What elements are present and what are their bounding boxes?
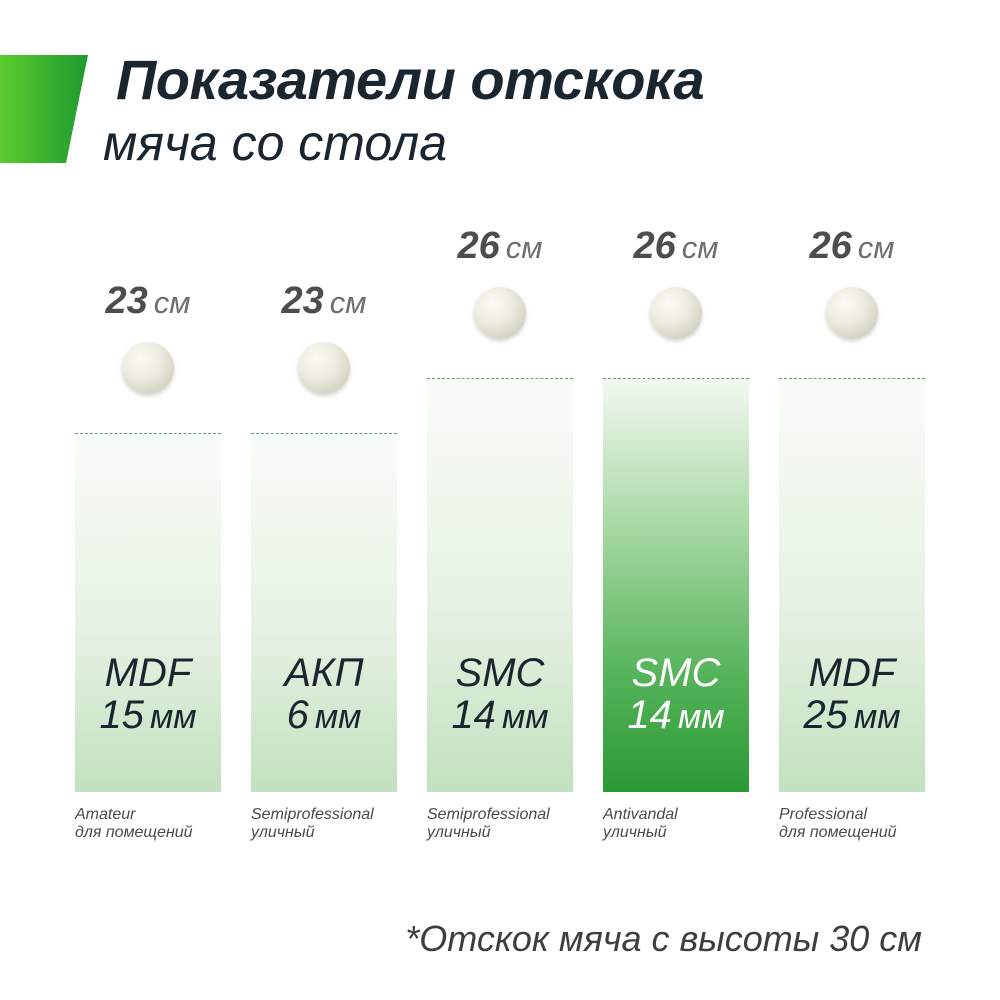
chart-title: Показатели отскока (116, 48, 705, 111)
bar (427, 378, 573, 792)
footnote: *Отскок мяча с высоты 30 см (405, 918, 922, 959)
value-unit: см (329, 285, 367, 320)
value-unit: см (857, 230, 895, 265)
value-label: 23 см (75, 282, 221, 320)
ping-pong-ball (474, 287, 526, 339)
bar-top-dashed-line (75, 433, 221, 434)
ping-pong-ball (122, 342, 174, 394)
category-caption: Semiprofessional уличный (251, 806, 431, 843)
value-number: 23 (105, 280, 148, 322)
caption-class: Semiprofessional (427, 806, 550, 823)
bar-column: 23 см MDF 15 мм Amateur для помещений (75, 0, 221, 860)
thickness-value: 14 (627, 693, 672, 737)
thickness-value: 25 (803, 693, 848, 737)
value-number: 26 (457, 225, 500, 267)
material-label: АКП 6 мм (251, 652, 397, 736)
bar-column: 23 см АКП 6 мм Semiprofessional уличный (251, 0, 397, 860)
caption-usage: уличный (427, 824, 491, 842)
value-label: 26 см (779, 227, 925, 265)
bar-column: 26 см SMC 14 мм Antivandal уличный (603, 0, 749, 860)
bar-top-dashed-line (251, 433, 397, 434)
material-label: MDF 25 мм (779, 652, 925, 736)
value-number: 26 (809, 225, 852, 267)
thickness-unit: мм (853, 698, 901, 736)
category-caption: Semiprofessional уличный (427, 806, 607, 843)
value-unit: см (153, 285, 191, 320)
category-caption: Amateur для помещений (75, 806, 255, 843)
value-number: 23 (281, 280, 324, 322)
thickness-unit: мм (501, 698, 549, 736)
caption-usage: уличный (251, 824, 315, 842)
caption-usage: для помещений (779, 824, 897, 842)
bar (75, 433, 221, 792)
bar-top-dashed-line (427, 378, 573, 379)
bar-top-dashed-line (779, 378, 925, 379)
material-thickness: 14 мм (603, 694, 749, 736)
thickness-unit: мм (677, 698, 725, 736)
thickness-value: 14 (451, 693, 496, 737)
value-unit: см (681, 230, 719, 265)
bar-top-dashed-line (603, 378, 749, 379)
material-label: MDF 15 мм (75, 652, 221, 736)
material-thickness: 14 мм (427, 694, 573, 736)
ping-pong-ball (298, 342, 350, 394)
material-label: SMC 14 мм (603, 652, 749, 736)
value-label: 26 см (603, 227, 749, 265)
material-thickness: 25 мм (779, 694, 925, 736)
thickness-unit: мм (149, 698, 197, 736)
material-name: АКП (284, 651, 364, 695)
caption-class: Professional (779, 806, 868, 823)
thickness-unit: мм (314, 698, 362, 736)
material-thickness: 15 мм (75, 694, 221, 736)
caption-usage: уличный (603, 824, 667, 842)
bar (251, 433, 397, 792)
category-caption: Antivandal уличный (603, 806, 783, 843)
material-label: SMC 14 мм (427, 652, 573, 736)
material-name: MDF (808, 651, 896, 695)
caption-class: Antivandal (603, 806, 678, 823)
material-name: SMC (631, 651, 721, 695)
ping-pong-ball (650, 287, 702, 339)
chart-subtitle: мяча со стола (103, 115, 448, 171)
material-name: MDF (104, 651, 192, 695)
category-caption: Professional для помещений (779, 806, 959, 843)
value-label: 26 см (427, 227, 573, 265)
green-accent-tab (0, 55, 88, 163)
bar-column: 26 см SMC 14 мм Semiprofessional уличный (427, 0, 573, 860)
caption-class: Amateur (75, 806, 136, 823)
bar (779, 378, 925, 792)
material-thickness: 6 мм (251, 694, 397, 736)
value-unit: см (505, 230, 543, 265)
ping-pong-ball (826, 287, 878, 339)
bar (603, 378, 749, 792)
value-number: 26 (633, 225, 676, 267)
thickness-value: 15 (99, 693, 144, 737)
value-label: 23 см (251, 282, 397, 320)
caption-usage: для помещений (75, 824, 193, 842)
thickness-value: 6 (286, 693, 309, 737)
material-name: SMC (455, 651, 545, 695)
caption-class: Semiprofessional (251, 806, 374, 823)
bar-column: 26 см MDF 25 мм Professional для помещений (779, 0, 925, 860)
